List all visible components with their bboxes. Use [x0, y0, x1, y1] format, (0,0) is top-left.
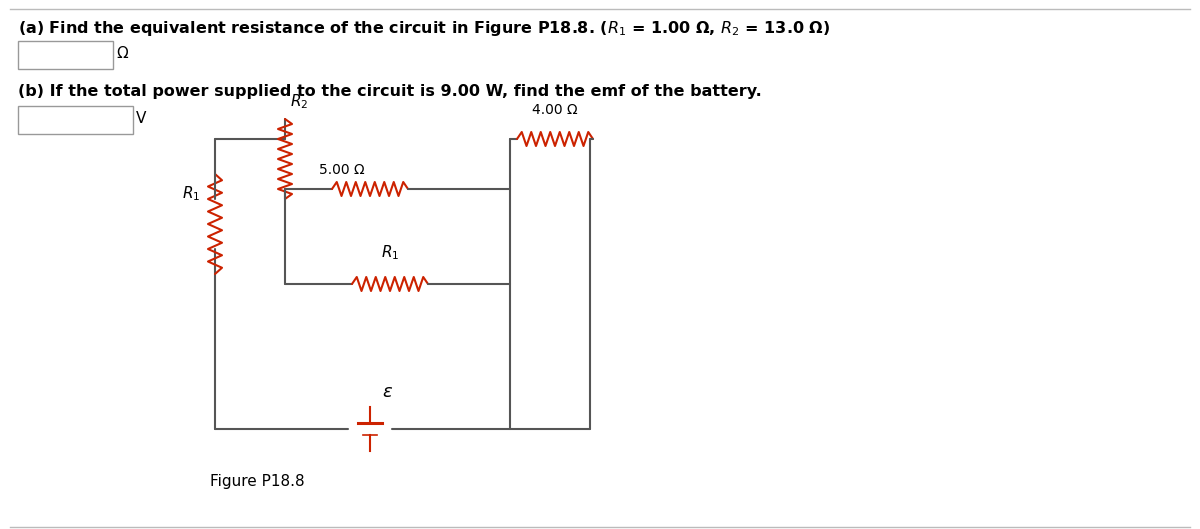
Text: $R_1$: $R_1$ — [380, 243, 400, 262]
Text: V: V — [136, 111, 146, 126]
Text: (a) Find the equivalent resistance of the circuit in Figure P18.8. ($R_1$ = 1.00: (a) Find the equivalent resistance of th… — [18, 19, 830, 38]
Text: Ω: Ω — [116, 46, 127, 61]
Text: Figure P18.8: Figure P18.8 — [210, 474, 305, 489]
Text: (b) If the total power supplied to the circuit is 9.00 W, find the emf of the ba: (b) If the total power supplied to the c… — [18, 84, 762, 99]
FancyBboxPatch shape — [18, 106, 133, 134]
Text: 5.00 Ω: 5.00 Ω — [319, 163, 365, 177]
Text: $\varepsilon$: $\varepsilon$ — [382, 383, 394, 401]
FancyBboxPatch shape — [18, 41, 113, 69]
Text: $R_1$: $R_1$ — [181, 185, 200, 203]
Text: $R_2$: $R_2$ — [290, 92, 308, 111]
Text: 4.00 Ω: 4.00 Ω — [532, 103, 578, 117]
